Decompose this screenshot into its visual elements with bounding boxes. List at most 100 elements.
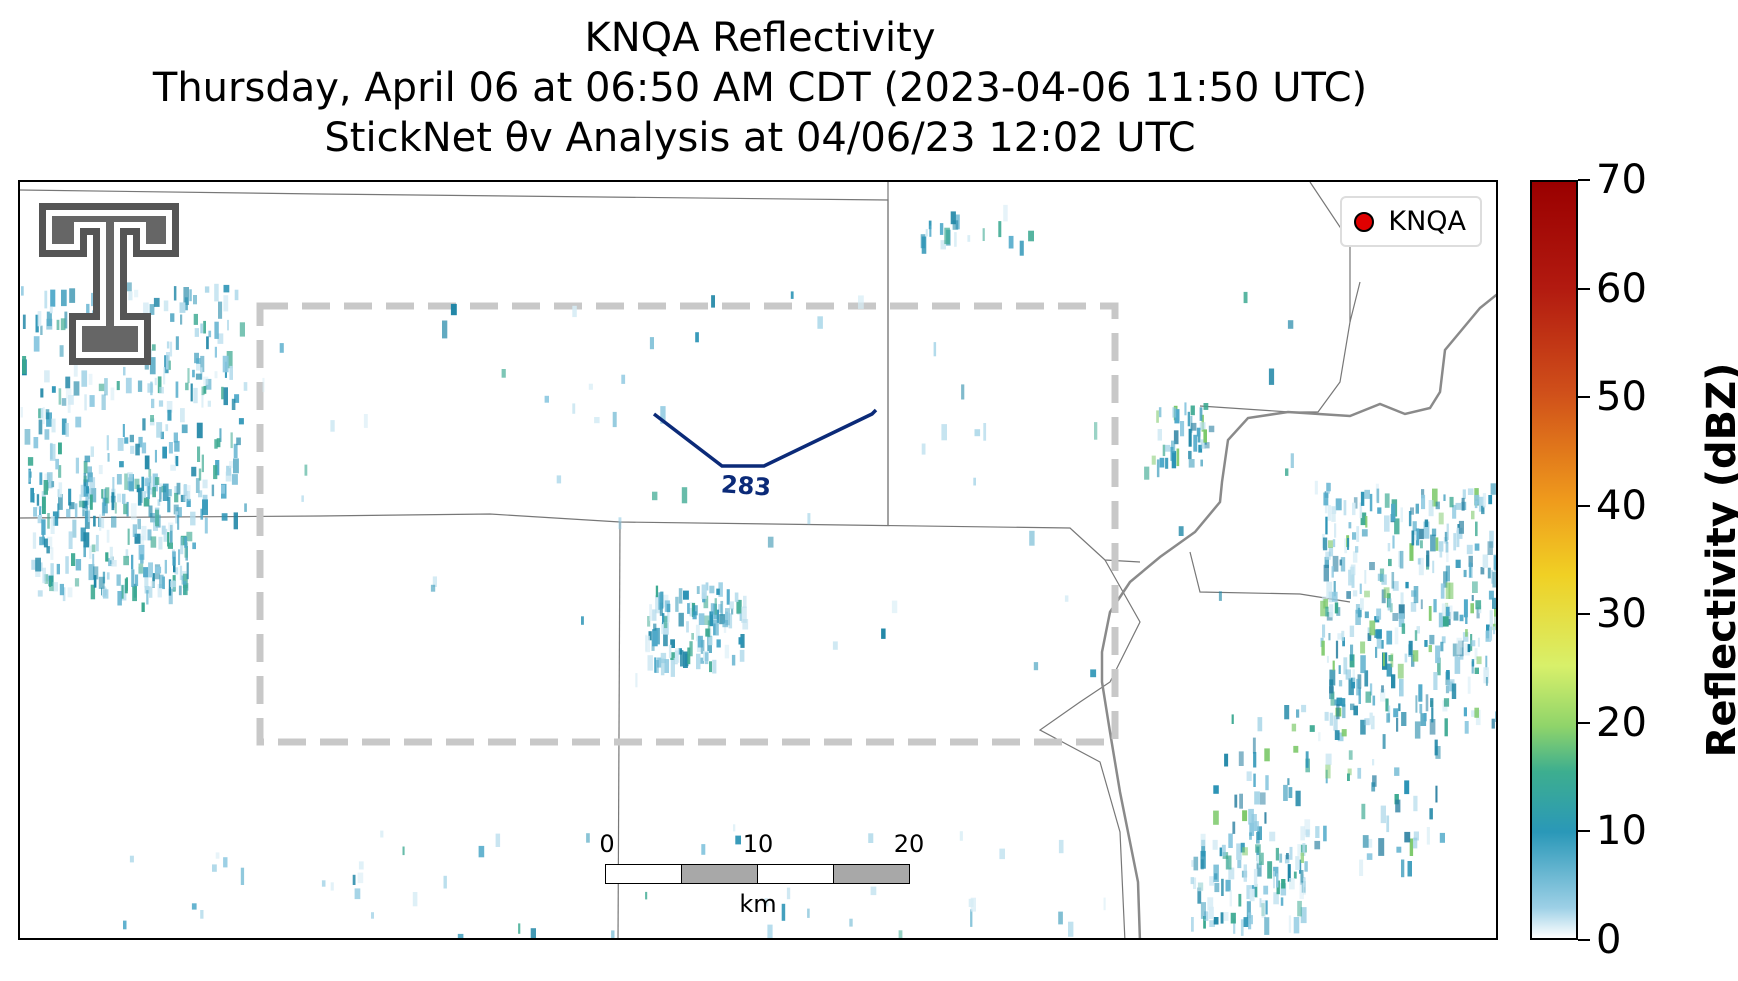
echo-pixel (46, 472, 53, 489)
echo-pixel (1336, 704, 1340, 720)
echo-pixel (116, 574, 121, 586)
echo-pixel (49, 306, 53, 314)
echo-pixel (1453, 611, 1459, 621)
colorbar-tick-mark (1578, 613, 1590, 616)
echo-pixel (1267, 861, 1273, 879)
echo-pixel (1228, 833, 1233, 848)
echo-pixel (1445, 606, 1450, 616)
echo-pixel (736, 599, 742, 614)
echo-pixel (371, 912, 374, 919)
echo-pixel (223, 387, 228, 406)
echo-pixel (151, 344, 156, 351)
echo-pixel (1382, 652, 1385, 667)
echo-pixel (1386, 663, 1393, 677)
echo-pixel (226, 465, 232, 476)
echo-pixel (1394, 767, 1400, 776)
echo-pixel (69, 502, 75, 510)
echo-pixel (155, 509, 159, 527)
scale-segment (833, 864, 910, 884)
echo-pixel (1468, 555, 1473, 567)
echo-pixel (1398, 551, 1401, 567)
echo-pixel (1218, 591, 1222, 601)
echo-pixel (1356, 678, 1361, 696)
echo-pixel (91, 488, 97, 503)
echo-pixel (1360, 719, 1366, 735)
echo-pixel (1103, 897, 1106, 911)
echo-pixel (1289, 878, 1295, 890)
echo-pixel (21, 286, 24, 296)
echo-pixel (98, 465, 103, 475)
echo-pixel (127, 472, 133, 482)
echo-pixel (1435, 645, 1441, 664)
echo-pixel (132, 524, 137, 537)
echo-pixel (1393, 708, 1399, 718)
echo-pixel (37, 590, 43, 597)
echo-pixel (556, 475, 562, 484)
echo-pixel (1483, 667, 1489, 684)
echo-pixel (1325, 516, 1328, 535)
echo-pixel (705, 628, 710, 637)
echo-pixel (695, 624, 700, 642)
echo-pixel (1238, 751, 1244, 766)
echo-pixel (714, 598, 717, 615)
echo-pixel (176, 507, 182, 517)
echo-pixel (89, 545, 92, 559)
echo-pixel (234, 289, 239, 301)
echo-pixel (1287, 320, 1294, 329)
echo-pixel (1171, 440, 1176, 453)
echo-pixel (635, 673, 638, 688)
echo-pixel (1414, 721, 1421, 739)
echo-pixel (1366, 853, 1373, 860)
radar-map[interactable]: 283 KNQA 0 10 20 km (18, 180, 1498, 940)
echo-pixel (1280, 897, 1284, 906)
echo-pixel (1200, 859, 1204, 870)
echo-pixel (1280, 883, 1287, 896)
echo-pixel (119, 461, 124, 468)
echo-pixel (174, 492, 179, 503)
echo-pixel (786, 887, 791, 900)
echo-pixel (718, 604, 722, 613)
echo-pixel (1496, 494, 1498, 510)
echo-pixel (1304, 861, 1308, 872)
echo-pixel (1157, 429, 1162, 441)
echo-pixel (1341, 729, 1347, 737)
echo-pixel (222, 355, 229, 373)
echo-pixel (1413, 531, 1417, 541)
echo-pixel (190, 383, 193, 402)
echo-pixel (150, 381, 153, 396)
echo-pixel (214, 371, 218, 379)
echo-pixel (675, 596, 679, 612)
echo-pixel (33, 437, 39, 449)
echo-pixel (1243, 864, 1247, 882)
echo-pixel (167, 489, 172, 497)
echo-pixel (167, 542, 173, 549)
echo-pixel (1443, 494, 1446, 501)
echo-pixel (123, 920, 127, 930)
echo-pixel (1465, 612, 1468, 624)
echo-pixel (205, 378, 212, 390)
echo-pixel (221, 484, 225, 494)
reflectivity-echoes (20, 204, 1498, 938)
echo-pixel (50, 442, 53, 460)
echo-pixel (720, 600, 724, 616)
echo-pixel (1414, 630, 1418, 641)
echo-pixel (83, 545, 86, 558)
echo-pixel (612, 411, 617, 428)
echo-pixel (65, 388, 72, 399)
echo-pixel (1261, 900, 1266, 918)
echo-pixel (1381, 685, 1384, 693)
echo-pixel (1214, 883, 1220, 893)
echo-pixel (1295, 856, 1300, 870)
echo-pixel (1327, 505, 1332, 521)
echo-pixel (1391, 503, 1396, 522)
echo-pixel (1428, 606, 1432, 621)
echo-pixel (206, 336, 209, 350)
echo-pixel (1352, 502, 1356, 516)
echo-pixel (1326, 482, 1331, 492)
echo-pixel (1351, 677, 1356, 689)
echo-pixel (1475, 521, 1478, 537)
echo-pixel (1461, 497, 1465, 511)
echo-pixel (1398, 604, 1405, 619)
echo-pixel (1424, 640, 1428, 647)
echo-pixel (1293, 871, 1297, 879)
